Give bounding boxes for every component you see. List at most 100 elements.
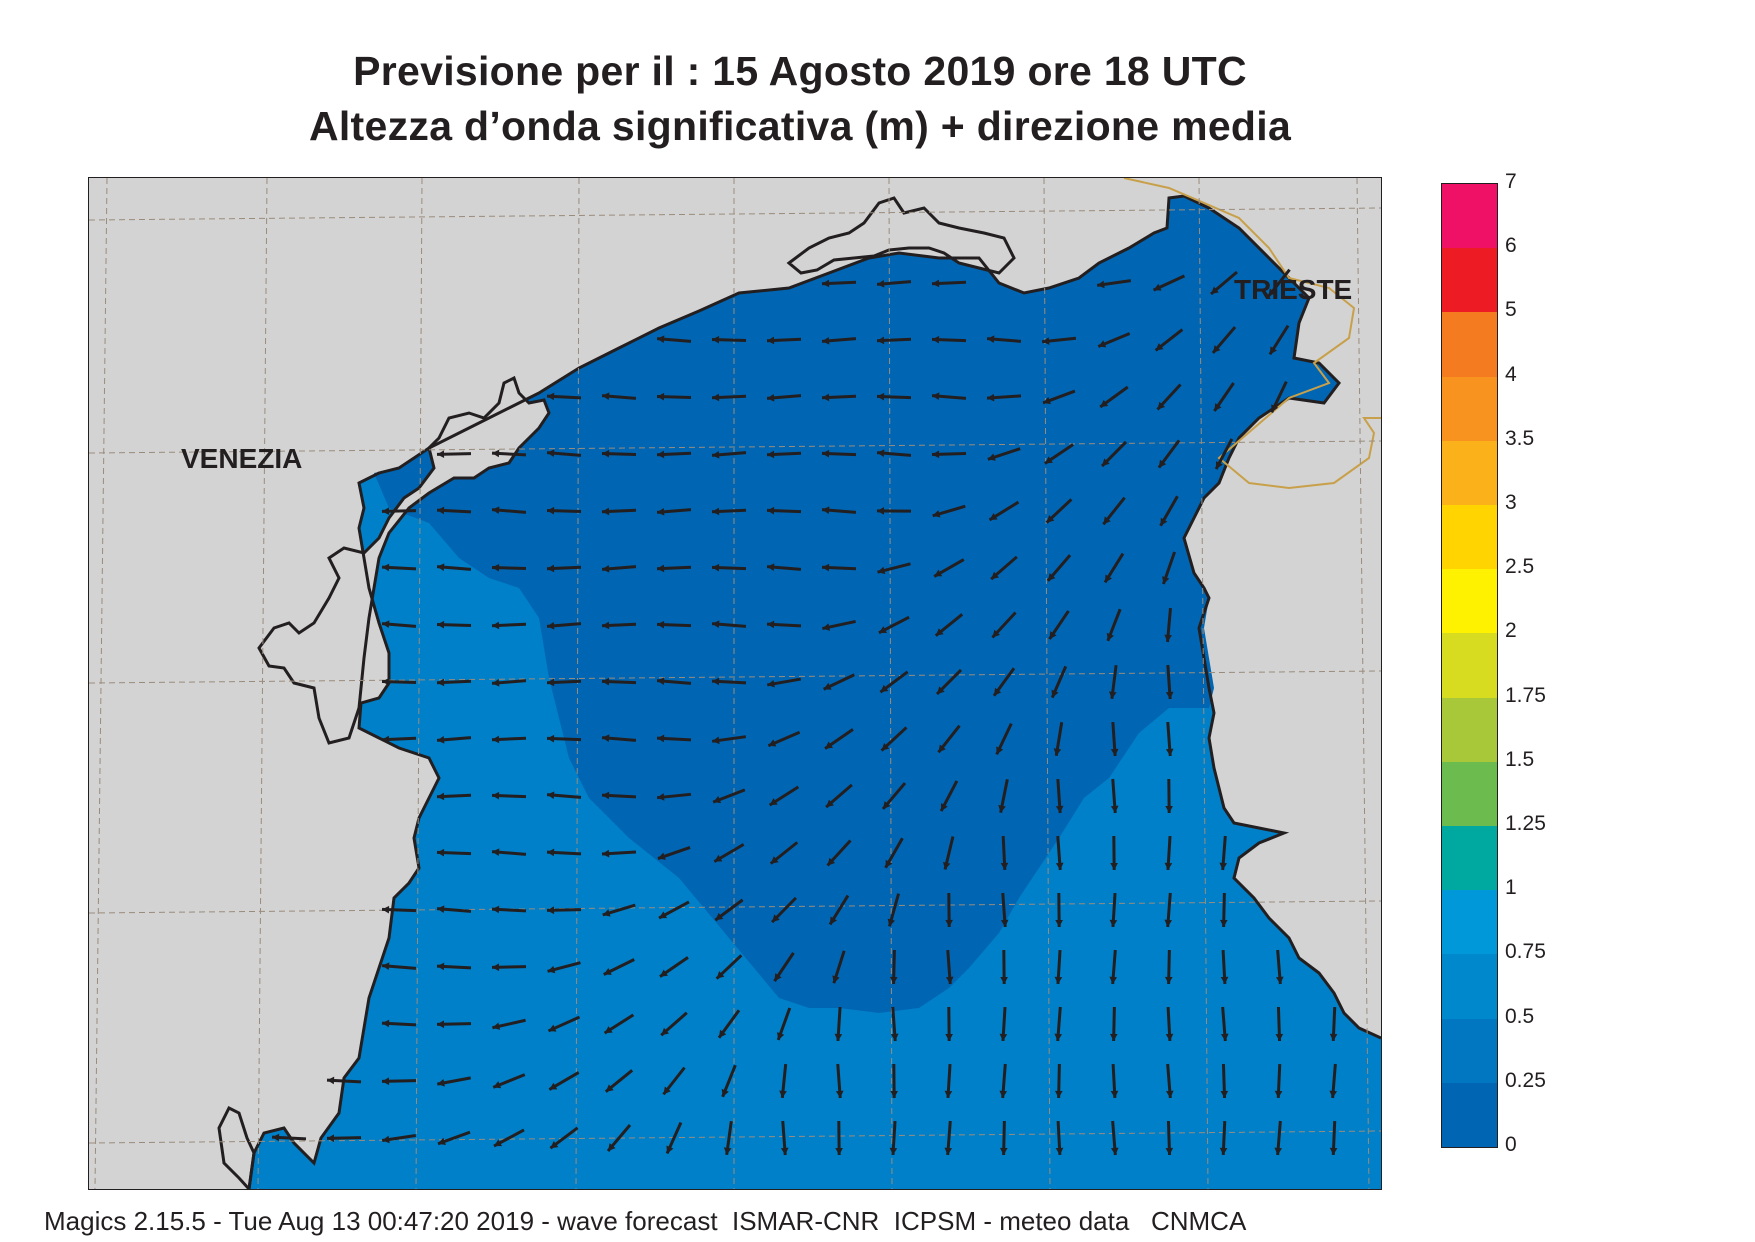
wave-arrow-head — [826, 799, 834, 808]
wave-arrow-head — [657, 335, 665, 344]
wave-arrow-head — [1049, 631, 1057, 640]
wave-arrow-head — [657, 620, 665, 629]
wave-arrow-head — [382, 735, 390, 744]
national-border — [1123, 178, 1381, 490]
wave-arrow-head — [547, 621, 555, 630]
wave-arrow-head — [767, 450, 775, 459]
wave-arrow-head — [547, 392, 555, 401]
wave-arrow-head — [1219, 862, 1228, 870]
wave-arrow-head — [492, 848, 500, 857]
legend-band — [1442, 697, 1497, 762]
wave-arrow-head — [492, 905, 500, 914]
legend-band — [1442, 826, 1497, 891]
wave-arrow-head — [437, 450, 445, 459]
wave-arrow-head — [1102, 458, 1110, 467]
wave-arrow-head — [1162, 576, 1170, 585]
legend-tick-label: 1.75 — [1505, 683, 1546, 707]
wave-arrow-head — [437, 792, 445, 801]
wave-arrow-head — [945, 1033, 953, 1041]
wave-arrow-head — [666, 1145, 674, 1154]
wave-arrow-head — [492, 791, 500, 800]
wave-arrow-head — [603, 967, 612, 975]
wave-arrow-head — [492, 963, 500, 972]
wave-arrow-head — [1164, 634, 1172, 642]
wave-arrow-head — [547, 564, 555, 573]
wave-arrow-head — [602, 734, 610, 743]
wave-arrow-head — [878, 626, 887, 634]
wave-arrow-head — [437, 620, 445, 629]
wave-arrow-head — [438, 1137, 446, 1145]
wave-arrow-head — [1271, 404, 1279, 413]
wave-direction-arrows — [271, 268, 1338, 1156]
wave-arrow-head — [1053, 748, 1062, 756]
wave-arrow-head — [1275, 1033, 1284, 1041]
legend-tick-label: 4 — [1505, 362, 1517, 386]
wave-arrow-head — [877, 279, 885, 288]
legend-tick-label: 2.5 — [1505, 555, 1535, 579]
wave-arrow-head — [1155, 343, 1164, 351]
wave-arrow-head — [834, 1033, 843, 1041]
wave-arrow-head — [987, 335, 995, 344]
wave-arrow-head — [1219, 1147, 1228, 1155]
wave-arrow-head — [602, 791, 610, 800]
wave-arrow-head — [327, 1134, 335, 1143]
wave-arrow-head — [659, 969, 668, 977]
wave-arrow-head — [1219, 919, 1228, 927]
wave-map[interactable]: VENEZIA TRIESTE — [88, 177, 1382, 1190]
wave-arrow-head — [769, 798, 778, 806]
wave-arrow-head — [887, 918, 896, 927]
wave-arrow-head — [602, 564, 610, 573]
map-svg — [89, 178, 1381, 1189]
grid-parallel — [89, 440, 1381, 454]
wave-arrow-head — [1211, 286, 1219, 294]
wave-arrow-head — [1269, 346, 1277, 355]
wave-arrow-head — [877, 449, 885, 458]
sea-calm-zone — [374, 196, 1339, 1013]
wave-arrow-head — [493, 1081, 502, 1089]
color-legend — [1441, 183, 1498, 1148]
wave-arrow-head — [1220, 1090, 1229, 1098]
wave-arrow-head — [548, 1024, 557, 1032]
city-label-trieste: TRIESTE — [1234, 274, 1353, 305]
wave-arrow-head — [779, 1090, 787, 1098]
wave-arrow-head — [1097, 280, 1105, 289]
legend-band — [1442, 505, 1497, 570]
wave-arrow-head — [827, 857, 836, 866]
wave-arrow-head — [547, 678, 555, 687]
wave-arrow-head — [1165, 1090, 1174, 1098]
wave-arrow-head — [1165, 1147, 1174, 1155]
wave-arrow-head — [877, 566, 886, 575]
wave-arrow-head — [494, 1139, 503, 1147]
wave-arrow-head — [712, 620, 720, 629]
wave-arrow-head — [1044, 456, 1053, 464]
wave-arrow-head — [492, 563, 500, 572]
wave-arrow-head — [822, 623, 831, 631]
wave-arrow-head — [657, 852, 666, 860]
wave-arrow-head — [767, 563, 775, 572]
grid-meridian — [1198, 178, 1209, 1189]
wave-arrow-head — [945, 919, 953, 927]
wave-arrow-head — [772, 914, 780, 923]
wave-arrow-head — [1054, 976, 1063, 984]
wave-arrow-head — [1105, 574, 1112, 583]
legend-band — [1442, 569, 1497, 634]
wave-arrow-head — [822, 393, 830, 402]
wave-arrow-head — [1157, 401, 1166, 410]
wave-arrow-head — [1215, 461, 1223, 470]
wave-arrow-head — [657, 734, 665, 743]
wave-arrow-head — [1109, 976, 1118, 984]
wave-arrow-head — [382, 507, 390, 516]
wave-arrow-head — [1046, 515, 1055, 523]
wave-arrow-head — [1054, 1090, 1063, 1098]
wave-arrow-head — [663, 1086, 671, 1095]
wave-arrow-head — [1106, 632, 1114, 641]
city-label-venezia: VENEZIA — [181, 443, 303, 474]
wave-arrow-head — [987, 393, 995, 402]
wave-arrow-head — [1109, 919, 1118, 927]
wave-arrow-head — [605, 1084, 614, 1092]
wave-arrow-head — [712, 677, 720, 686]
wave-arrow-head — [547, 906, 555, 915]
wave-arrow-head — [768, 739, 777, 747]
grid-meridian — [1043, 178, 1051, 1189]
legend-tick-label: 2 — [1505, 619, 1517, 643]
